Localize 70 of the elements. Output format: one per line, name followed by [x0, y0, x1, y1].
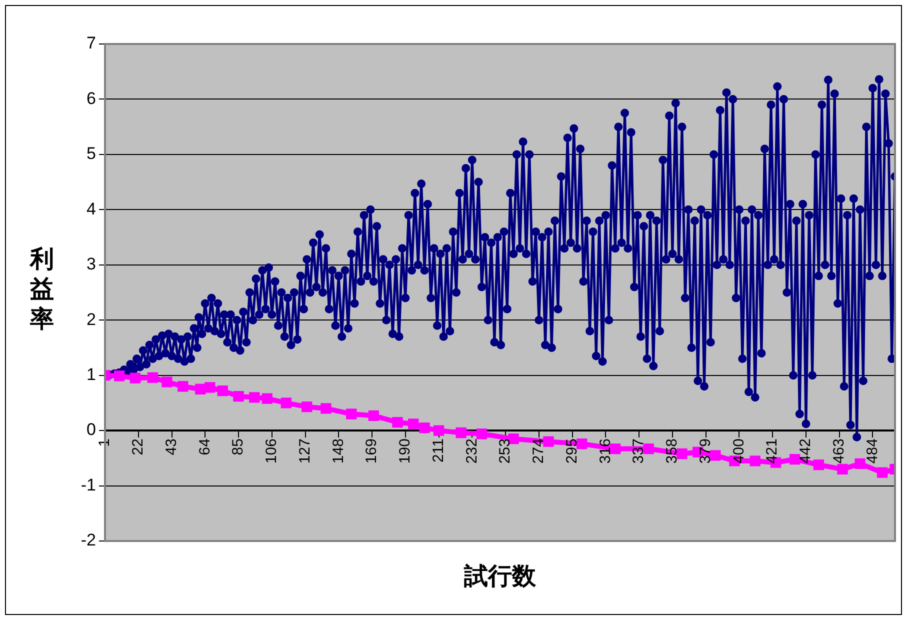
y-tick-label: 5 [86, 144, 96, 164]
y-tick-label: 2 [86, 310, 96, 329]
x-tick-label: 442 [797, 438, 814, 464]
y-tick-label: 1 [86, 365, 96, 384]
y-tick-label: -2 [80, 530, 96, 550]
y-tick-label: 4 [86, 199, 96, 218]
point [790, 454, 800, 465]
y-tick-label: 7 [86, 34, 96, 53]
point [408, 418, 419, 430]
x-tick-label: 463 [830, 438, 848, 464]
x-tick-label: 295 [563, 438, 580, 464]
x-tick-label: 253 [496, 438, 514, 464]
x-tick-label: 337 [630, 438, 648, 464]
x-tick-label: 85 [230, 438, 247, 456]
point [610, 443, 621, 454]
point [114, 370, 125, 382]
x-tick-label: 127 [296, 438, 314, 464]
x-tick-label: 358 [664, 438, 681, 464]
x-tick-label: 106 [263, 438, 280, 464]
point [217, 385, 228, 396]
y-axis-title: 利益率 [28, 245, 55, 335]
x-tick-label: 190 [396, 438, 414, 464]
point [508, 434, 519, 444]
x-tick-label: 232 [463, 438, 480, 464]
point [320, 403, 332, 414]
point [130, 372, 141, 384]
x-tick-label: 43 [162, 438, 180, 456]
point [750, 456, 760, 466]
point [392, 416, 403, 428]
point [456, 427, 466, 438]
point [876, 467, 888, 478]
x-tick-label: 169 [363, 438, 380, 464]
point [178, 381, 188, 392]
x-tick-label: 400 [730, 438, 748, 464]
point [302, 401, 312, 412]
point [280, 398, 292, 408]
x-tick-label: 211 [430, 438, 447, 462]
y-tick-label: 3 [86, 254, 96, 274]
x-tick-label: 316 [596, 438, 614, 464]
point [837, 464, 848, 475]
x-tick-label: 421 [764, 438, 781, 464]
point [476, 428, 488, 440]
point [643, 443, 654, 454]
point [813, 459, 824, 470]
point [195, 384, 206, 394]
x-tick-label: 484 [864, 438, 881, 464]
x-tick-label: 379 [696, 438, 714, 464]
point [368, 410, 379, 421]
point [419, 422, 430, 434]
point [710, 450, 721, 461]
point [147, 372, 158, 383]
x-tick-label: 148 [330, 438, 347, 464]
point [249, 392, 260, 403]
point [576, 438, 588, 450]
point [676, 448, 688, 460]
x-tick-label: 64 [196, 438, 214, 456]
point [854, 458, 866, 470]
x-tick-label: 22 [130, 438, 147, 456]
point [543, 436, 554, 447]
point [204, 382, 216, 393]
x-tick-label: 274 [530, 438, 548, 464]
point [162, 376, 172, 388]
point [262, 393, 272, 404]
x-axis-title: 試行数 [462, 562, 537, 592]
point [233, 390, 244, 402]
point [346, 408, 357, 420]
y-tick-label: 0 [86, 420, 96, 440]
point [433, 425, 444, 436]
y-tick-label: -1 [80, 475, 96, 494]
y-tick-label: 6 [86, 88, 96, 108]
